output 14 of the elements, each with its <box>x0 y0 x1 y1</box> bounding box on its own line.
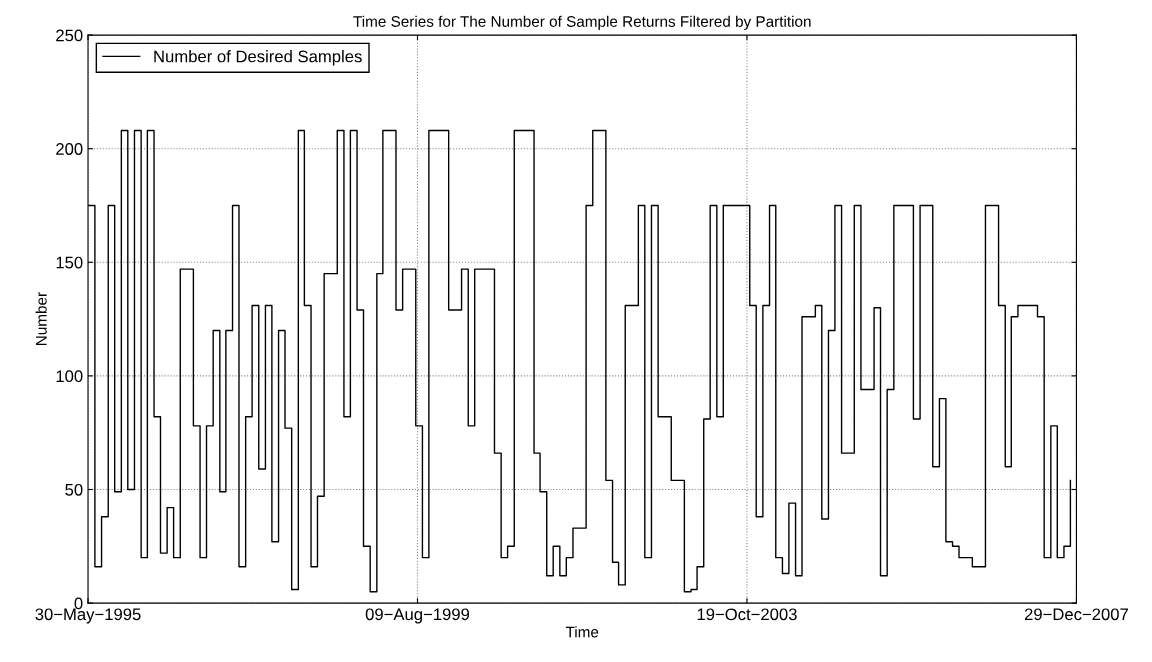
x-tick-label: 09−Aug−1999 <box>365 608 470 624</box>
x-tick-label: 29−Dec−2007 <box>1024 608 1128 621</box>
chart-title: Time Series for The Number of Sample Returns Filtered by Partition <box>353 15 811 30</box>
y-tick-label: 200 <box>56 143 83 155</box>
y-tick-label: 0 <box>74 597 83 610</box>
x-tick-label: 30−May−1995 <box>35 608 141 624</box>
y-axis-title: Number <box>35 292 47 345</box>
legend-label: Number of Desired Samples <box>154 50 362 66</box>
y-tick-label: 50 <box>65 483 83 496</box>
x-axis-title: Time <box>565 626 599 638</box>
y-tick-label: 100 <box>56 370 83 383</box>
x-tick-label: 19−Oct−2003 <box>697 608 797 621</box>
y-tick-label: 150 <box>56 256 83 269</box>
y-tick-label: 250 <box>56 29 83 42</box>
